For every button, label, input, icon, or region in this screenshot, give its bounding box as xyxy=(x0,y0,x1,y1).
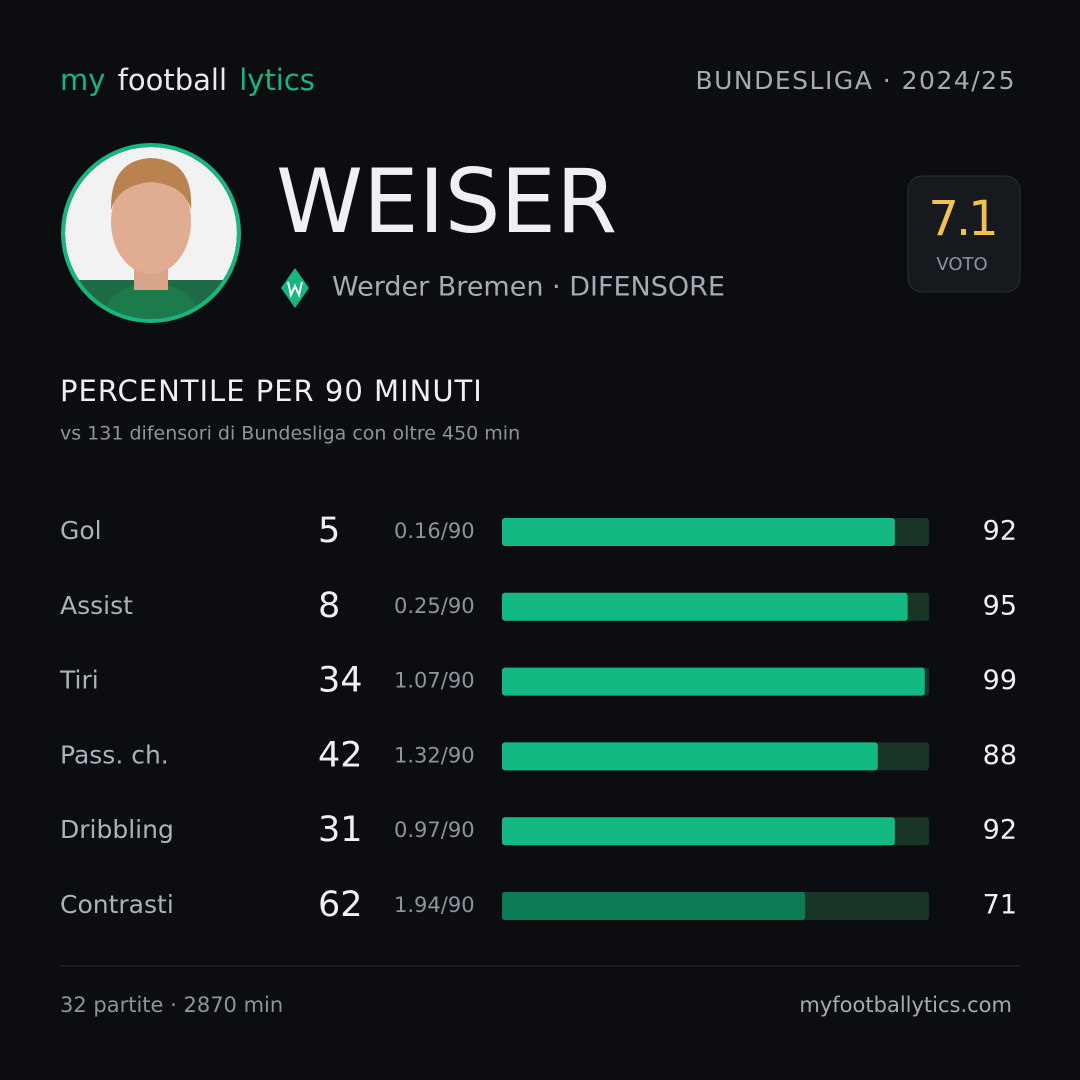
stat-total: 8 xyxy=(318,586,340,626)
stat-label: Contrasti xyxy=(60,890,174,919)
stat-label: Dribbling xyxy=(60,815,174,844)
rating-box xyxy=(907,175,1021,293)
stat-label: Assist xyxy=(60,591,133,620)
stat-per90: 0.25/90 xyxy=(394,594,475,618)
stat-per90: 0.16/90 xyxy=(394,519,475,543)
stat-label: Tiri xyxy=(59,666,99,695)
player-name: WEISER xyxy=(276,150,617,253)
stat-total: 31 xyxy=(318,810,363,850)
stat-percentile: 88 xyxy=(983,740,1017,771)
stat-per90: 1.94/90 xyxy=(394,893,475,917)
stat-label: Gol xyxy=(60,516,102,545)
stat-percentile: 95 xyxy=(983,590,1017,621)
logo-part: lytics xyxy=(239,63,315,97)
stat-total: 62 xyxy=(318,885,363,925)
stat-label: Pass. ch. xyxy=(60,740,169,769)
stat-total: 42 xyxy=(318,735,363,775)
footer-site: myfootballytics.com xyxy=(799,993,1012,1017)
logo-part: football xyxy=(118,63,227,97)
bar xyxy=(502,592,908,621)
rating-label: VOTO xyxy=(936,254,987,275)
bar xyxy=(502,817,895,846)
section-subtitle: vs 131 difensori di Bundesliga con oltre… xyxy=(60,423,520,445)
stat-total: 5 xyxy=(318,511,340,551)
stat-per90: 0.97/90 xyxy=(394,818,475,842)
logo-part: my xyxy=(60,63,105,97)
section-title: PERCENTILE PER 90 MINUTI xyxy=(60,374,483,408)
stat-per90: 1.07/90 xyxy=(394,669,475,693)
rating: 7.1 xyxy=(928,191,995,247)
stat-per90: 1.32/90 xyxy=(394,743,475,767)
team-crest xyxy=(281,268,309,308)
stat-percentile: 71 xyxy=(983,890,1017,921)
logo: my football lytics xyxy=(60,63,315,97)
bar xyxy=(502,518,895,546)
stat-rows: Gol 5 0.16/90 92 Assist 8 0.25/90 95 Tiri 34 1.07/… xyxy=(59,511,1017,925)
competition: BUNDESLIGA · 2024/25 xyxy=(695,66,1016,95)
bar xyxy=(502,892,806,920)
stat-percentile: 92 xyxy=(983,815,1017,846)
team: Werder Bremen · DIFENSORE xyxy=(332,272,725,303)
stat-total: 34 xyxy=(318,661,363,701)
bar xyxy=(502,742,878,771)
stat-percentile: 92 xyxy=(983,516,1017,547)
footer-summary: 32 partite · 2870 min xyxy=(60,993,283,1017)
stat-percentile: 99 xyxy=(983,665,1017,696)
avatar xyxy=(61,143,241,323)
bar xyxy=(502,667,925,696)
